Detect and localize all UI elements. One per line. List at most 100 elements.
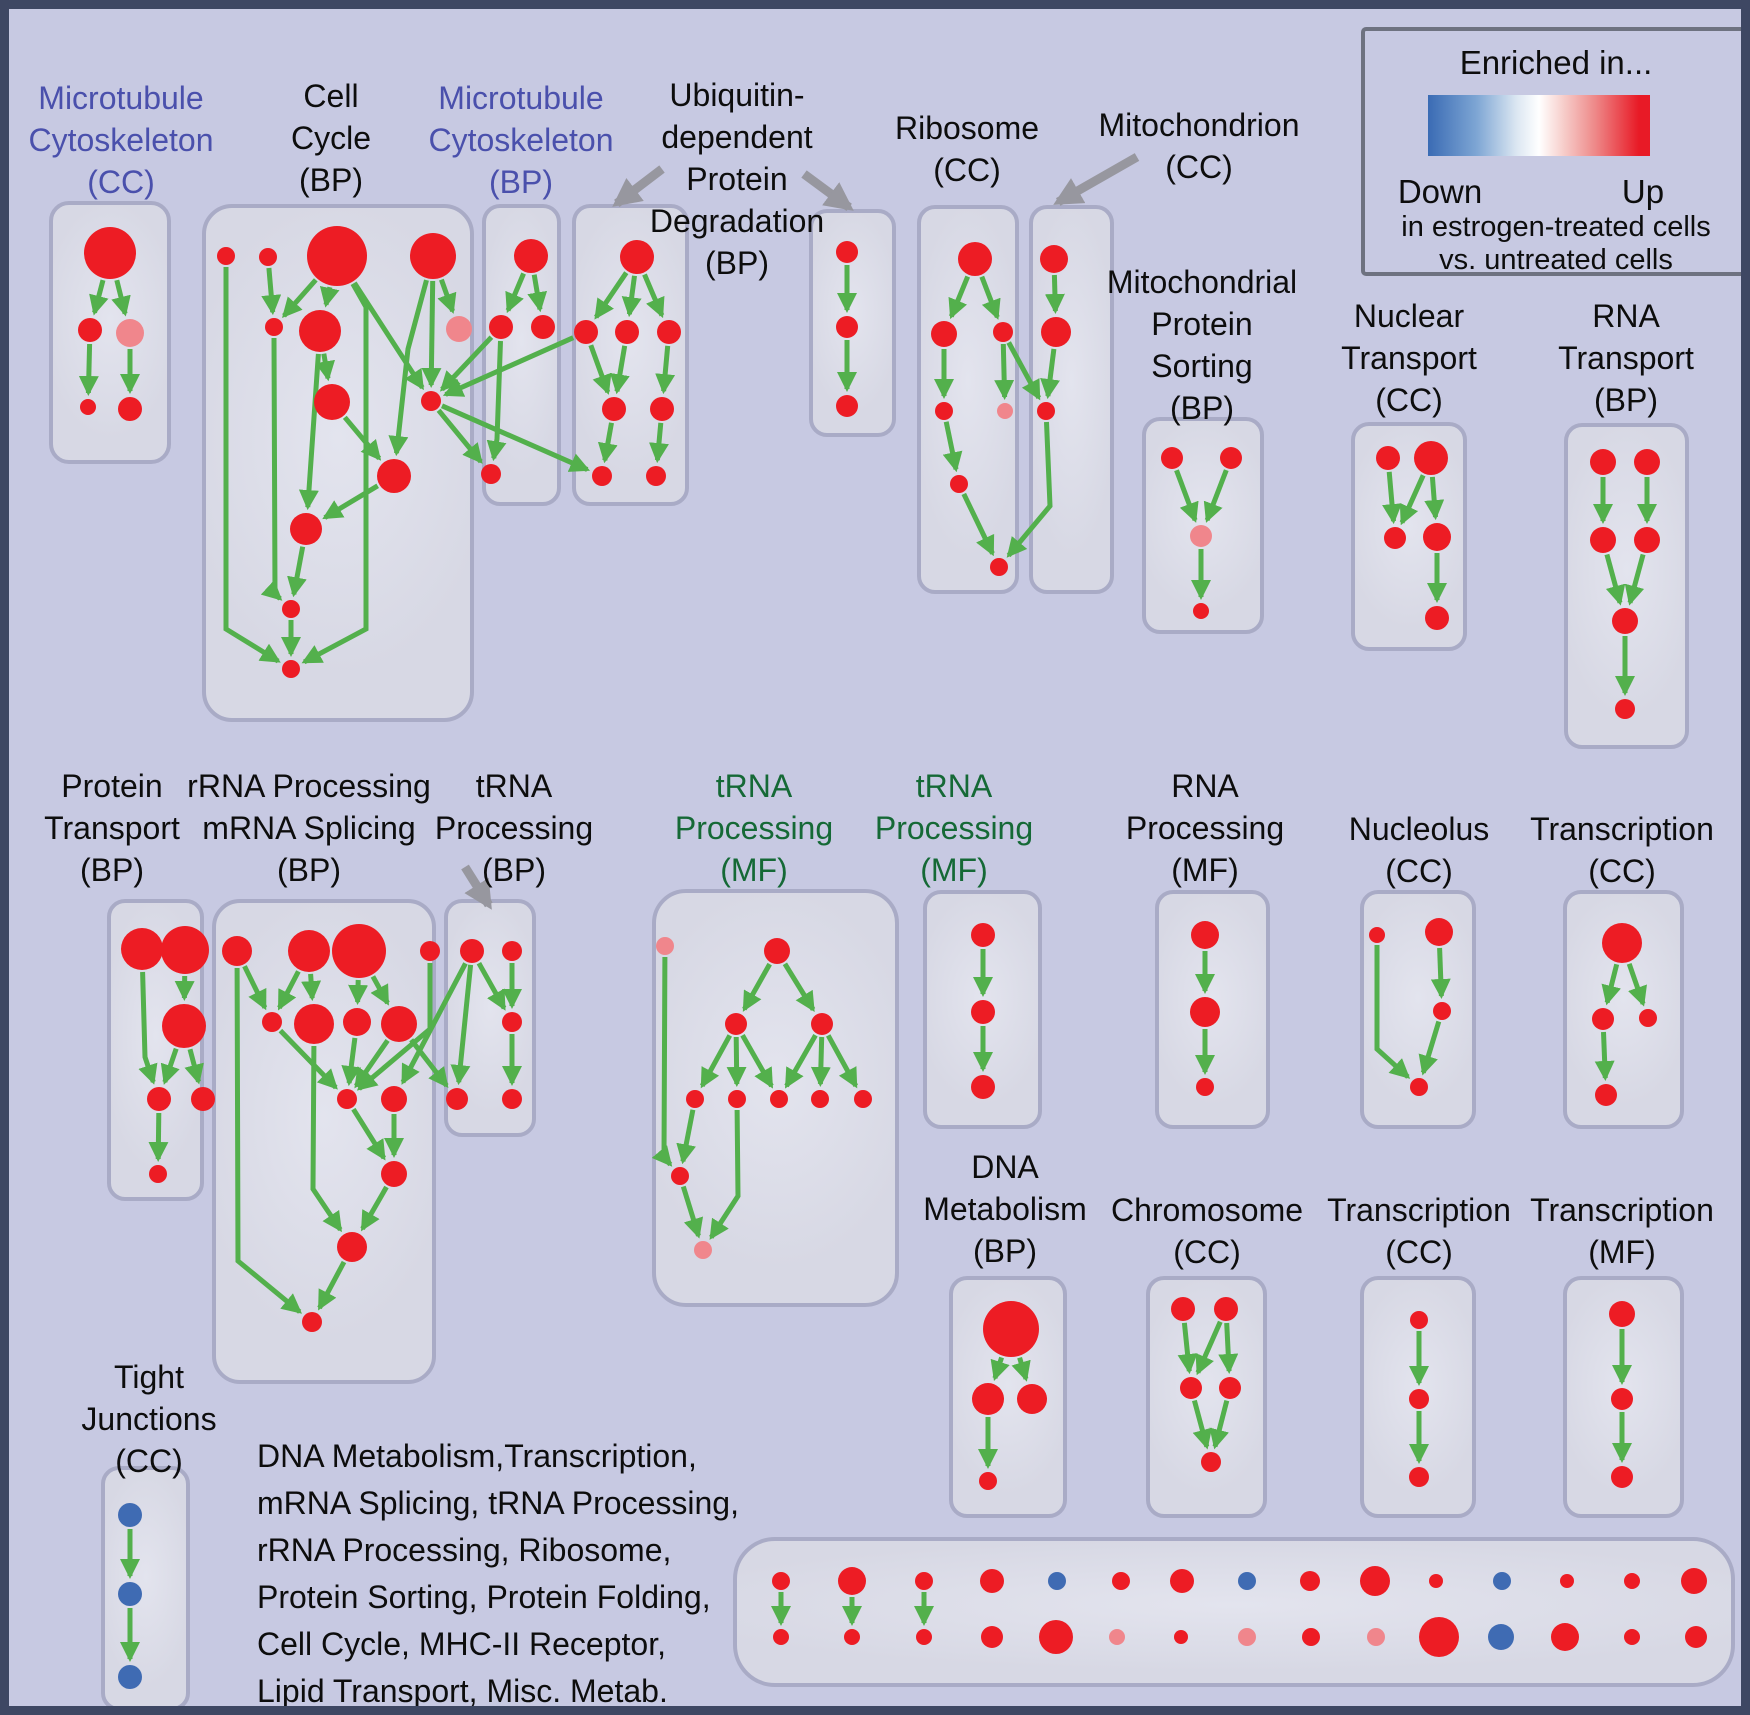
edge-arrow: [782, 962, 816, 1013]
go-term-node: [1590, 449, 1616, 475]
go-term-node: [1238, 1572, 1256, 1590]
go-term-node: [981, 1626, 1003, 1648]
rna-processing-mf-label: RNA Processing (MF): [1125, 768, 1285, 888]
edge-arrow: [242, 965, 268, 1011]
go-term-node: [80, 399, 96, 415]
go-term-node: [1488, 1624, 1514, 1650]
edge-arrow: [354, 1038, 390, 1089]
go-term-node: [1219, 1377, 1241, 1399]
annotation-arrow: [1053, 153, 1140, 206]
go-term-node: [1615, 699, 1635, 719]
go-term-node: [915, 1572, 933, 1590]
go-term-node: [118, 1503, 142, 1527]
go-term-node: [854, 1090, 872, 1108]
go-term-node: [1238, 1628, 1256, 1646]
cross-edge-arrow: [1006, 421, 1053, 558]
edge-arrow: [1011, 1356, 1031, 1382]
edge-arrow: [527, 274, 548, 313]
go-term-node: [1429, 1574, 1443, 1588]
go-term-node: [1170, 1569, 1194, 1593]
go-term-node: [1639, 1009, 1657, 1027]
go-term-node: [1425, 606, 1449, 630]
summary-line: mRNA Splicing, tRNA Processing,: [257, 1485, 739, 1521]
go-term-node: [1369, 927, 1385, 943]
go-term-node: [993, 322, 1013, 342]
go-term-node: [1414, 441, 1448, 475]
go-term-node: [1685, 1626, 1707, 1648]
go-term-node: [282, 660, 300, 678]
go-term-node: [1041, 317, 1071, 347]
go-term-node: [1302, 1628, 1320, 1646]
go-term-node: [1376, 446, 1400, 470]
edge-arrow: [700, 1034, 732, 1089]
go-term-node: [1611, 1466, 1633, 1488]
edge-arrow: [1040, 348, 1060, 400]
annotation-arrow: [461, 864, 493, 910]
go-term-node: [1191, 921, 1219, 949]
go-term-node: [337, 1089, 357, 1109]
go-term-node: [1611, 1388, 1633, 1410]
edge-arrow: [1218, 1322, 1239, 1374]
go-term-node: [84, 227, 136, 279]
edge-arrow: [278, 1028, 338, 1090]
trna-processing-mf-small-label: tRNA Processing (MF): [874, 768, 1034, 888]
go-term-node: [728, 1090, 746, 1108]
go-term-node: [1425, 918, 1453, 946]
go-term-node: [1174, 1630, 1188, 1644]
cross-edge-arrow: [440, 403, 591, 472]
go-term-node: [1409, 1467, 1429, 1487]
go-term-node: [971, 923, 995, 947]
edge-arrow: [1203, 469, 1229, 523]
edge-arrow: [437, 278, 457, 314]
edge-arrow: [223, 267, 281, 664]
go-term-node: [1037, 402, 1055, 420]
go-term-node: [836, 395, 858, 417]
go-term-node: [1171, 1297, 1195, 1321]
edge-arrow: [1374, 945, 1411, 1079]
go-term-node: [971, 1000, 995, 1024]
go-term-node: [694, 1241, 712, 1259]
summary-line: Cell Cycle, MHC-II Receptor,: [257, 1626, 666, 1662]
go-term-node: [259, 248, 277, 266]
go-term-node: [421, 391, 441, 411]
go-term-node: [1040, 245, 1068, 273]
go-term-node: [161, 926, 209, 974]
go-term-node: [217, 247, 235, 265]
go-term-node: [620, 240, 654, 274]
edge-arrow: [1177, 1322, 1198, 1375]
transcription-cc-mid-label: Transcription (CC): [1530, 811, 1714, 889]
go-term-node: [514, 239, 548, 273]
edge-arrow: [1044, 274, 1065, 314]
go-term-node: [838, 1567, 866, 1595]
edge-arrow: [1191, 1399, 1213, 1450]
go-term-node: [931, 321, 957, 347]
go-term-node: [836, 241, 858, 263]
go-term-node: [282, 600, 300, 618]
cross-edge-arrow: [436, 408, 483, 464]
go-term-node: [302, 1312, 322, 1332]
go-term-node: [294, 1004, 334, 1044]
go-term-node: [602, 397, 626, 421]
go-term-node: [1602, 923, 1642, 963]
annotation-label-0: Ubiquitin-dependent Protein Degradation (BP…: [649, 77, 825, 281]
edge-arrow: [388, 279, 429, 457]
chromosome-cc-label: Chromosome (CC): [1110, 1192, 1304, 1270]
go-term-node: [222, 936, 252, 966]
edge-arrow: [160, 1047, 180, 1085]
go-term-node: [844, 1629, 860, 1645]
summary-line: rRNA Processing, Ribosome,: [257, 1532, 672, 1568]
go-term-node: [770, 1090, 788, 1108]
edge-arrow: [642, 273, 665, 319]
tight-junctions-cc-label: Tight Junctions (CC): [81, 1359, 217, 1479]
legend-subtitle-2: vs. untreated cells: [1439, 244, 1673, 276]
go-term-node: [78, 318, 102, 342]
go-term-node: [1017, 1384, 1047, 1414]
go-term-node: [671, 1167, 689, 1185]
go-term-node: [420, 941, 440, 961]
ribosome-cc-label: Ribosome (CC): [894, 110, 1040, 188]
nucleolus-cc-label: Nucleolus (CC): [1348, 811, 1490, 889]
edge-arrow: [287, 546, 307, 598]
go-term-node: [811, 1090, 829, 1108]
edge-arrow: [301, 282, 369, 665]
edge-arrow: [676, 1109, 696, 1165]
